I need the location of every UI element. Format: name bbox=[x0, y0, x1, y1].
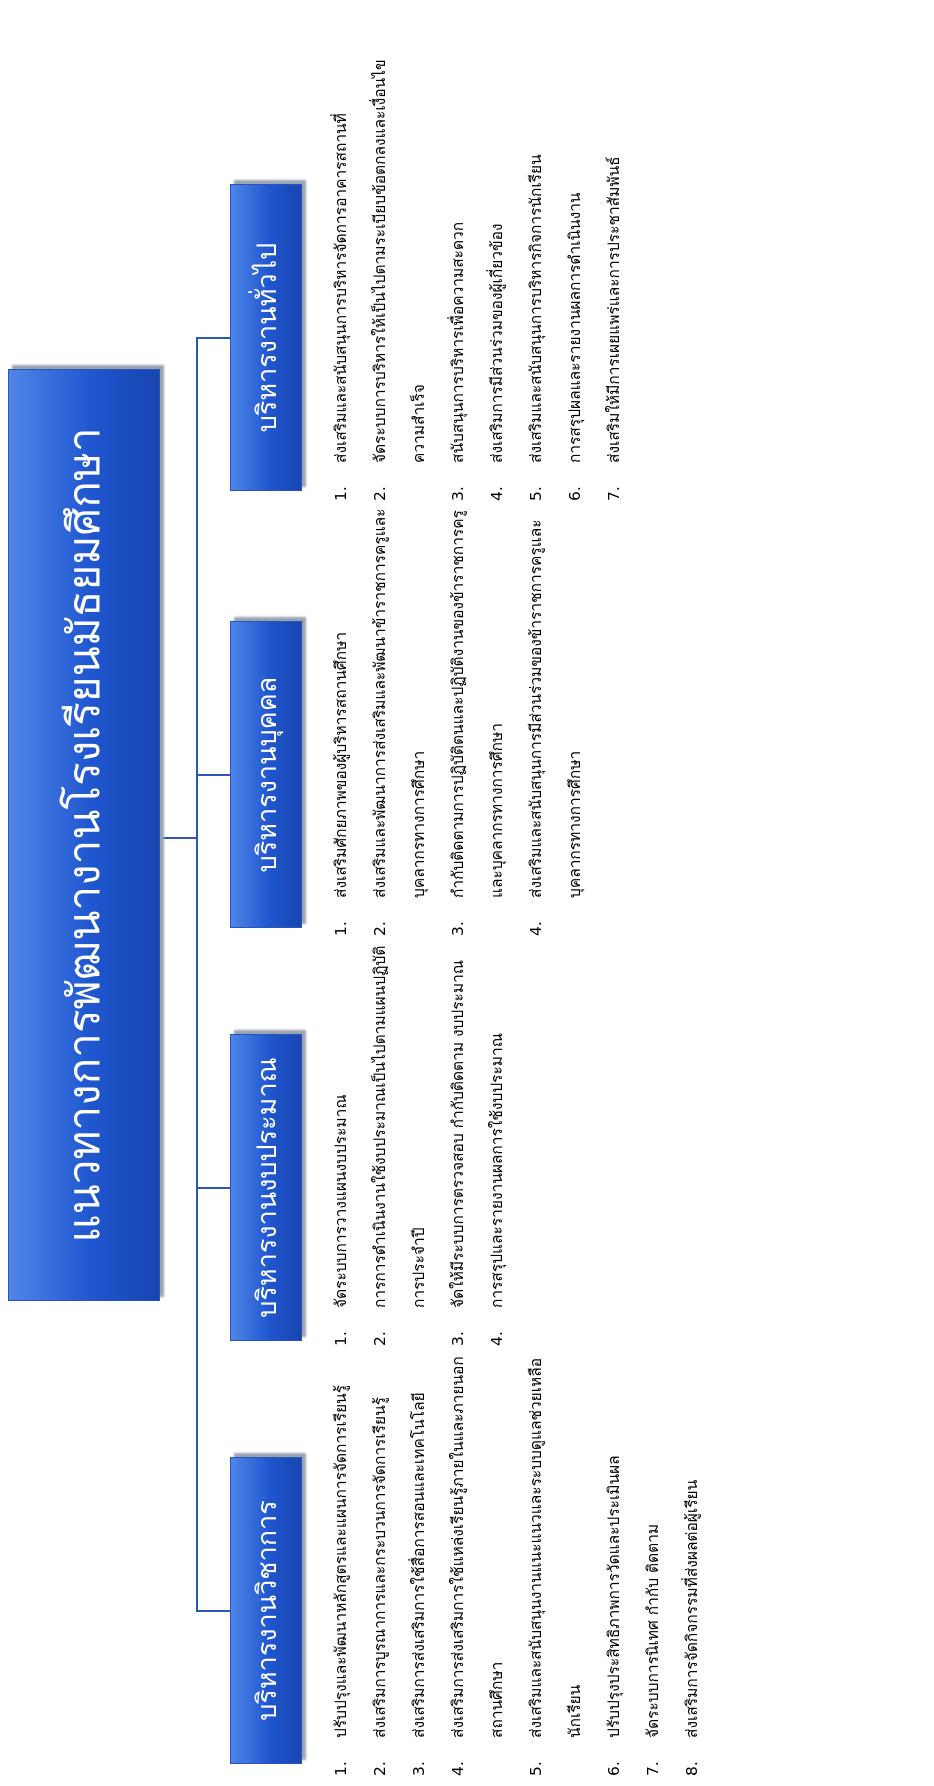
item-number: 5. bbox=[527, 486, 545, 501]
item-number: 1. bbox=[332, 486, 350, 501]
list-item: 1. ปรับปรุงและพัฒนาหลักสูตรและแผนการจัดกา… bbox=[322, 1346, 361, 1776]
item-number: 2. bbox=[371, 486, 389, 501]
item-text: ส่งเสริมและพัฒนาการส่งเสริมและพัฒนาข้ารา… bbox=[371, 508, 428, 898]
item-text: ปรับปรุงและพัฒนาหลักสูตรและแผนการจัดการเ… bbox=[332, 1384, 350, 1738]
item-number: 2. bbox=[371, 1761, 389, 1776]
root-title: แนวทางการพัฒนางานโรงเรียนมัธยมศึกษา bbox=[59, 427, 110, 1243]
list-item: 2. ส่งเสริมการบูรณาการและกระบวนการจัดการเ… bbox=[361, 1346, 400, 1776]
item-number: 6. bbox=[605, 1761, 623, 1776]
category-box-academic: บริหารงานวิชาการ bbox=[230, 1457, 302, 1764]
list-item: 4. การสรุปและรายงานผลการใช้งบประมาณ bbox=[478, 926, 517, 1346]
category-box-budget: บริหารงานงบประมาณ bbox=[230, 1034, 302, 1341]
list-item: 6. การสรุปผลและรายงานผลการดำเนินงาน bbox=[556, 31, 595, 501]
item-text: ส่งเสริมการส่งเสริมการใช้สื่อการสอนและเท… bbox=[410, 1392, 428, 1738]
category-box-general: บริหารงานทั่วไป bbox=[230, 184, 302, 491]
item-text: การสรุปและรายงานผลการใช้งบประมาณ bbox=[488, 1032, 506, 1308]
item-text: ปรับปรุงประสิทธิภาพการวัดและประเมินผล bbox=[605, 1455, 623, 1738]
list-item: 7. จัดระบบการนิเทศ กำกับ ติดตาม bbox=[634, 1346, 673, 1776]
list-item: 4. ส่งเสริมและสนับสนุนการมีส่วนร่วมของข้า… bbox=[517, 496, 595, 936]
branch-line-budget bbox=[196, 1187, 230, 1189]
item-text: กำกับติดตามการปฏิบัติตนและปฏิบัติงานของข… bbox=[449, 510, 506, 898]
item-number: 1. bbox=[332, 1761, 350, 1776]
list-item: 3. กำกับติดตามการปฏิบัติตนและปฏิบัติงานขอ… bbox=[439, 496, 517, 936]
item-number: 3. bbox=[449, 1331, 467, 1346]
item-text: ส่งเสริมการบูรณาการและกระบวนการจัดการเรี… bbox=[371, 1397, 389, 1738]
item-text: จัดระบบการนิเทศ กำกับ ติดตาม bbox=[644, 1523, 662, 1738]
category-label: บริหารงานบุคคล bbox=[251, 676, 283, 873]
list-item: 8. ส่งเสริมการจัดกิจกรรมที่ส่งผลต่อผู้เรี… bbox=[673, 1346, 712, 1776]
academic-items-list: 1. ปรับปรุงและพัฒนาหลักสูตรและแผนการจัดกา… bbox=[322, 1346, 712, 1776]
item-number: 2. bbox=[371, 1331, 389, 1346]
item-number: 4. bbox=[488, 486, 506, 501]
horizontal-bus-line bbox=[196, 337, 198, 1612]
item-text: จัดระบบการวางแผนงบประมาณ bbox=[332, 1094, 350, 1308]
item-number: 7. bbox=[644, 1761, 662, 1776]
item-number: 3. bbox=[410, 1761, 428, 1776]
root-title-box: แนวทางการพัฒนางานโรงเรียนมัธยมศึกษา bbox=[8, 369, 160, 1301]
list-item: 4. ส่งเสริมการมีส่วนร่วมของผู้เกี่ยวข้อง bbox=[478, 31, 517, 501]
root-stem-line bbox=[158, 837, 196, 839]
item-text: การสรุปผลและรายงานผลการดำเนินงาน bbox=[566, 192, 584, 463]
list-item: 1. ส่งเสริมและสนับสนุนการบริหารจัดการอาคา… bbox=[322, 31, 361, 501]
list-item: 5. ส่งเสริมและสนับสนุนการบริหารกิจการนักเ… bbox=[517, 31, 556, 501]
item-number: 3. bbox=[449, 921, 467, 936]
item-text: ส่งเสริมให้มีการเผยแพร่และการประชาสัมพัน… bbox=[605, 156, 623, 463]
category-box-personnel: บริหารงานบุคคล bbox=[230, 621, 302, 928]
item-text: การการดำเนินงานใช้งบประมาณเป็นไปตามแผนปฏ… bbox=[371, 945, 428, 1308]
list-item: 2. จัดระบบการบริหารให้เป็นไปตามระเบียบข้อ… bbox=[361, 31, 439, 501]
list-item: 2. ส่งเสริมและพัฒนาการส่งเสริมและพัฒนาข้า… bbox=[361, 496, 439, 936]
list-item: 3. จัดให้มีระบบการตรวจสอบ กำกับติดตาม งบป… bbox=[439, 926, 478, 1346]
item-number: 6. bbox=[566, 486, 584, 501]
list-item: 3. ส่งเสริมการส่งเสริมการใช้สื่อการสอนและ… bbox=[400, 1346, 439, 1776]
list-item: 7. ส่งเสริมให้มีการเผยแพร่และการประชาสัมพ… bbox=[595, 31, 634, 501]
item-number: 1. bbox=[332, 921, 350, 936]
item-text: ส่งเสริมการมีส่วนร่วมของผู้เกี่ยวข้อง bbox=[488, 223, 506, 463]
list-item: 4. ส่งเสริมการส่งเสริมการใช้แหล่งเรียนรู้… bbox=[439, 1346, 517, 1776]
item-text: สนับสนุนการบริหารเพื่อความสะดวก bbox=[449, 221, 467, 463]
category-label: บริหารงานทั่วไป bbox=[251, 242, 283, 433]
budget-items-list: 1. จัดระบบการวางแผนงบประมาณ 2. การการดำเนิ… bbox=[322, 926, 517, 1346]
branch-line-academic bbox=[196, 1610, 230, 1612]
category-label: บริหารงานงบประมาณ bbox=[251, 1057, 283, 1318]
list-item: 6. ปรับปรุงประสิทธิภาพการวัดและประเมินผล bbox=[595, 1346, 634, 1776]
item-text: ส่งเสริมศักยภาพของผู้บริหารสถานศึกษา bbox=[332, 631, 350, 898]
item-text: ส่งเสริมและสนับสนุนงานแนะแนวและระบบดูแลช… bbox=[527, 1357, 584, 1738]
item-text: จัดให้มีระบบการตรวจสอบ กำกับติดตาม งบประ… bbox=[449, 959, 467, 1308]
list-item: 1. ส่งเสริมศักยภาพของผู้บริหารสถานศึกษา bbox=[322, 496, 361, 936]
personnel-items-list: 1. ส่งเสริมศักยภาพของผู้บริหารสถานศึกษา 2… bbox=[322, 496, 595, 936]
item-number: 7. bbox=[605, 486, 623, 501]
item-number: 8. bbox=[683, 1761, 701, 1776]
general-items-list: 1. ส่งเสริมและสนับสนุนการบริหารจัดการอาคา… bbox=[322, 31, 634, 501]
item-text: ส่งเสริมการจัดกิจกรรมที่ส่งผลต่อผู้เรียน bbox=[683, 1479, 701, 1738]
item-text: ส่งเสริมและสนับสนุนการบริหารกิจการนักเรี… bbox=[527, 154, 545, 463]
item-number: 5. bbox=[527, 1761, 545, 1776]
item-number: 1. bbox=[332, 1331, 350, 1346]
list-item: 1. จัดระบบการวางแผนงบประมาณ bbox=[322, 926, 361, 1346]
item-text: ส่งเสริมและสนับสนุนการบริหารจัดการอาคารส… bbox=[332, 113, 350, 463]
item-text: จัดระบบการบริหารให้เป็นไปตามระเบียบข้อตก… bbox=[371, 59, 428, 463]
item-number: 3. bbox=[449, 486, 467, 501]
list-item: 5. ส่งเสริมและสนับสนุนงานแนะแนวและระบบดูแ… bbox=[517, 1346, 595, 1776]
item-number: 4. bbox=[488, 1331, 506, 1346]
item-number: 2. bbox=[371, 921, 389, 936]
list-item: 3. สนับสนุนการบริหารเพื่อความสะดวก bbox=[439, 31, 478, 501]
branch-line-personnel bbox=[196, 774, 230, 776]
item-text: ส่งเสริมและสนับสนุนการมีส่วนร่วมของข้ารา… bbox=[527, 519, 584, 898]
branch-line-general bbox=[196, 337, 230, 339]
category-label: บริหารงานวิชาการ bbox=[251, 1500, 283, 1721]
item-number: 4. bbox=[449, 1761, 467, 1776]
list-item: 2. การการดำเนินงานใช้งบประมาณเป็นไปตามแผน… bbox=[361, 926, 439, 1346]
item-number: 4. bbox=[527, 921, 545, 936]
item-text: ส่งเสริมการส่งเสริมการใช้แหล่งเรียนรู้ภา… bbox=[449, 1356, 506, 1738]
